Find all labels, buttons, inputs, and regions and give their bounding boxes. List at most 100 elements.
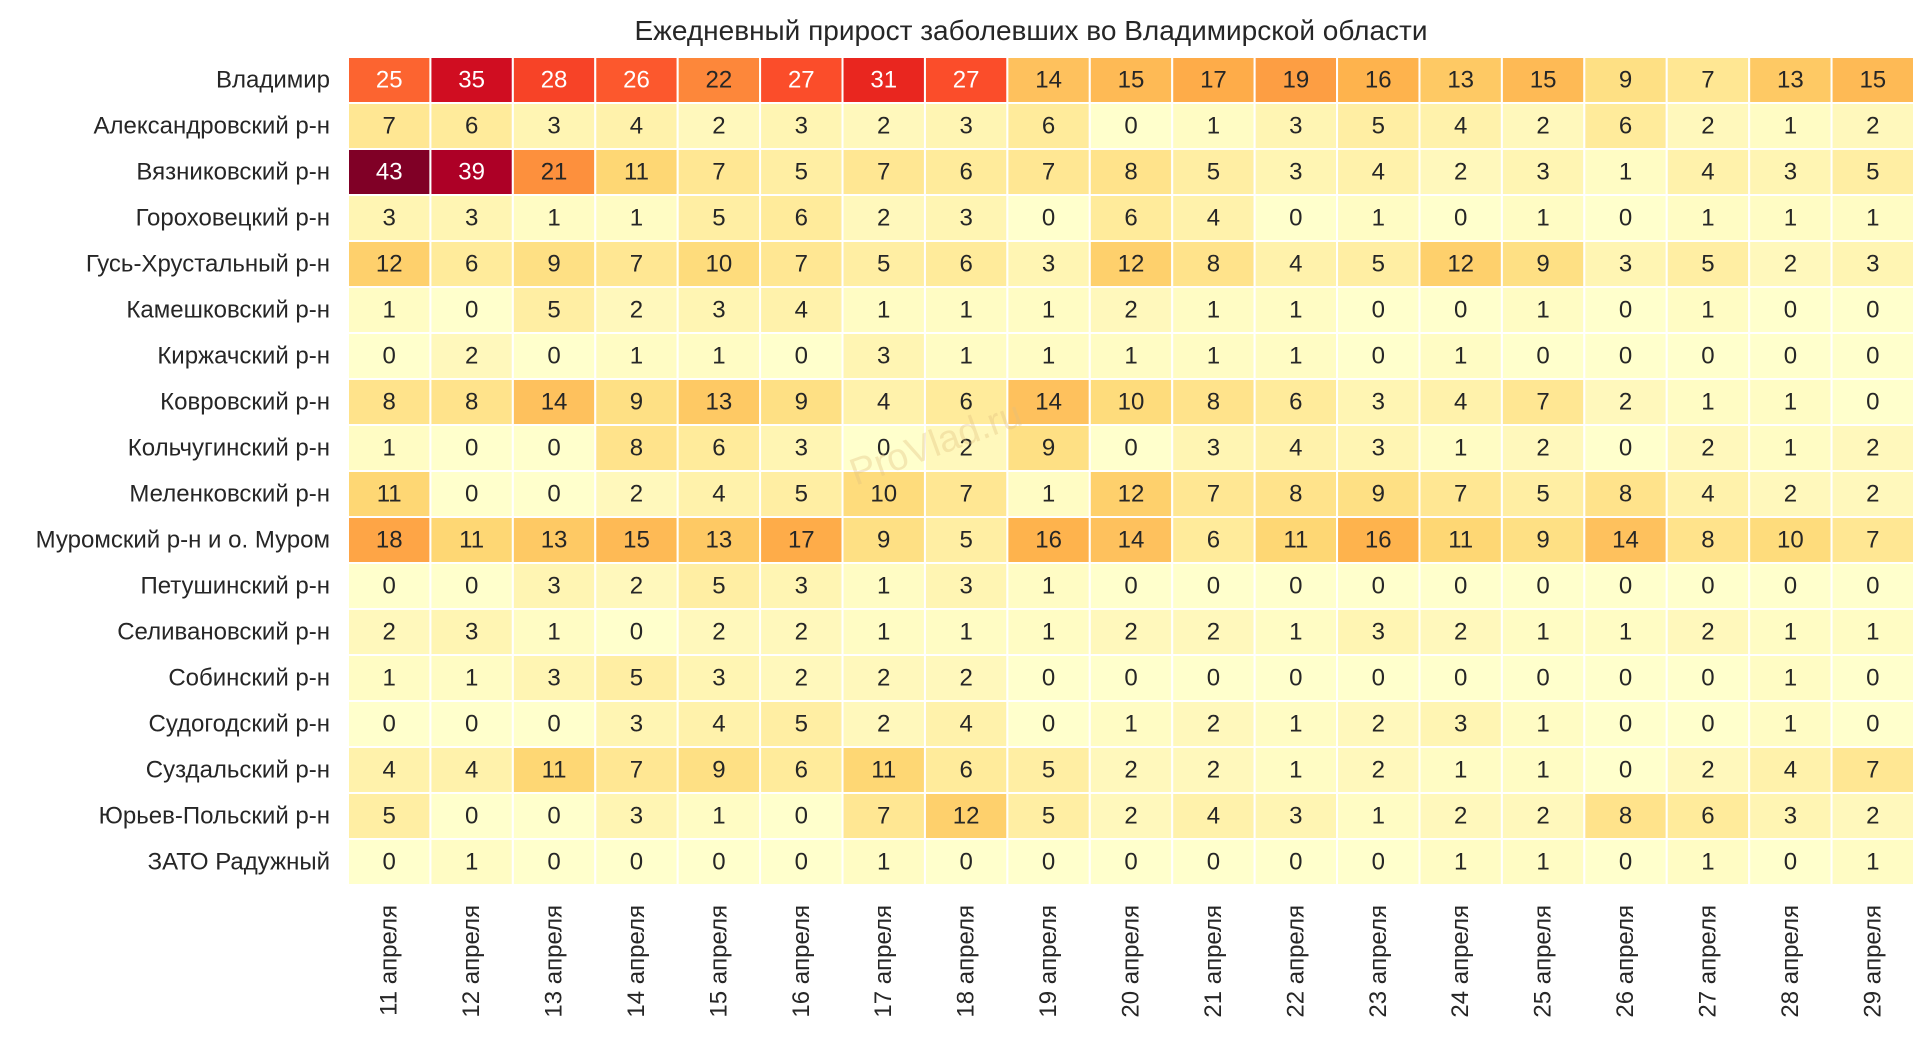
row-label: Ковровский р-н	[160, 389, 330, 416]
cell-value-label: 1	[712, 343, 725, 370]
heatmap-cell	[429, 608, 514, 656]
cell-value-label: 1	[1536, 619, 1549, 646]
column-label: 13 апреля	[541, 905, 568, 1018]
heatmap-cell	[1830, 56, 1916, 104]
cell-value-label: 8	[1207, 251, 1220, 278]
cell-value-label: 2	[877, 113, 890, 140]
heatmap-cell	[1830, 194, 1916, 242]
cell-value-label: 9	[1372, 481, 1385, 508]
cell-value-label: 0	[1454, 297, 1467, 324]
heatmap-cell	[594, 286, 679, 334]
heatmap-cell	[1830, 286, 1916, 334]
cell-value-label: 12	[1118, 481, 1145, 508]
cell-value-label: 3	[1289, 803, 1302, 830]
cell-value-label: 0	[1536, 573, 1549, 600]
cell-value-label: 6	[795, 205, 808, 232]
cell-value-label: 5	[795, 481, 808, 508]
cell-value-label: 0	[1124, 573, 1137, 600]
column-label: 28 апреля	[1777, 905, 1804, 1018]
cell-value-label: 2	[1784, 481, 1797, 508]
heatmap-cell	[1253, 148, 1339, 196]
heatmap-cell	[1500, 378, 1586, 426]
cell-value-label: 2	[712, 619, 725, 646]
cell-value-label: 3	[1289, 159, 1302, 186]
heatmap-cell	[1088, 700, 1174, 748]
heatmap-cell	[759, 56, 844, 104]
cell-value-label: 1	[1784, 435, 1797, 462]
heatmap-cell	[511, 286, 597, 334]
cell-value-label: 7	[1866, 757, 1879, 784]
row-label: Камешковский р-н	[126, 297, 330, 324]
cell-value-label: 1	[877, 297, 890, 324]
cell-value-label: 27	[953, 67, 980, 94]
cell-value-label: 1	[1784, 711, 1797, 738]
cell-value-label: 0	[547, 343, 560, 370]
heatmap-cell	[1006, 838, 1091, 886]
heatmap-cell	[1748, 562, 1833, 610]
cell-value-label: 1	[1454, 757, 1467, 784]
heatmap-cell	[1583, 470, 1668, 518]
cell-value-label: 5	[1701, 251, 1714, 278]
heatmap-cell	[676, 240, 762, 288]
heatmap-cell	[1665, 562, 1751, 610]
cell-value-label: 3	[1372, 619, 1385, 646]
cell-value-label: 1	[712, 803, 725, 830]
cell-value-label: 0	[547, 481, 560, 508]
heatmap-cell	[429, 286, 514, 334]
cell-value-label: 11	[542, 757, 567, 784]
heatmap-cell	[347, 240, 432, 288]
heatmap-cell	[1006, 608, 1091, 656]
cell-value-label: 1	[1454, 343, 1467, 370]
heatmap-cell	[923, 102, 1009, 150]
heatmap-cell	[429, 194, 514, 242]
cell-value-label: 1	[1289, 297, 1302, 324]
row-label: Гороховецкий р-н	[136, 205, 330, 232]
cell-value-label: 11	[377, 481, 402, 508]
heatmap-cell	[1665, 194, 1751, 242]
cell-value-label: 2	[630, 297, 643, 324]
heatmap-cell	[1665, 792, 1751, 840]
cell-value-label: 2	[630, 481, 643, 508]
column-label: 27 апреля	[1694, 905, 1721, 1018]
column-label: 29 апреля	[1859, 905, 1886, 1018]
cell-value-label: 9	[1536, 527, 1549, 554]
cell-value-label: 0	[1619, 435, 1632, 462]
heatmap-cell	[1500, 838, 1586, 886]
heatmap-cell	[841, 700, 926, 748]
cell-value-label: 7	[1701, 67, 1714, 94]
cell-value-label: 1	[383, 435, 396, 462]
cell-value-label: 1	[1372, 205, 1385, 232]
cell-value-label: 0	[1042, 711, 1055, 738]
cell-value-label: 2	[1124, 619, 1137, 646]
cell-value-label: 9	[795, 389, 808, 416]
heatmap-cell	[1830, 378, 1916, 426]
cell-value-label: 0	[1289, 205, 1302, 232]
cell-value-label: 0	[1619, 711, 1632, 738]
cell-value-label: 14	[1035, 67, 1062, 94]
heatmap-cells: 25 35 28 26 22 27 31 27 14 15 17 19 16 13 15 9 7 13 157 6 3 4…	[347, 56, 1916, 886]
cell-value-label: 1	[1042, 481, 1055, 508]
cell-value-label: 0	[383, 343, 396, 370]
heatmap-cell	[1830, 562, 1916, 610]
heatmap-cell	[1336, 332, 1421, 380]
cell-value-label: 35	[458, 67, 485, 94]
heatmap-cell	[511, 240, 597, 288]
cell-value-label: 1	[1207, 343, 1220, 370]
cell-value-label: 2	[1454, 803, 1467, 830]
heatmap-cell	[1830, 332, 1916, 380]
cell-value-label: 3	[630, 711, 643, 738]
heatmap-cell	[841, 608, 926, 656]
cell-value-label: 1	[383, 665, 396, 692]
heatmap-cell	[923, 332, 1009, 380]
cell-value-label: 0	[1124, 435, 1137, 462]
cell-value-label: 1	[383, 297, 396, 324]
cell-value-label: 3	[383, 205, 396, 232]
cell-value-label: 0	[1207, 849, 1220, 876]
cell-value-label: 8	[465, 389, 478, 416]
cell-value-label: 7	[1536, 389, 1549, 416]
column-label: 19 апреля	[1035, 905, 1062, 1018]
heatmap-cell	[1748, 470, 1833, 518]
row-label: Владимир	[216, 67, 330, 94]
cell-value-label: 0	[959, 849, 972, 876]
